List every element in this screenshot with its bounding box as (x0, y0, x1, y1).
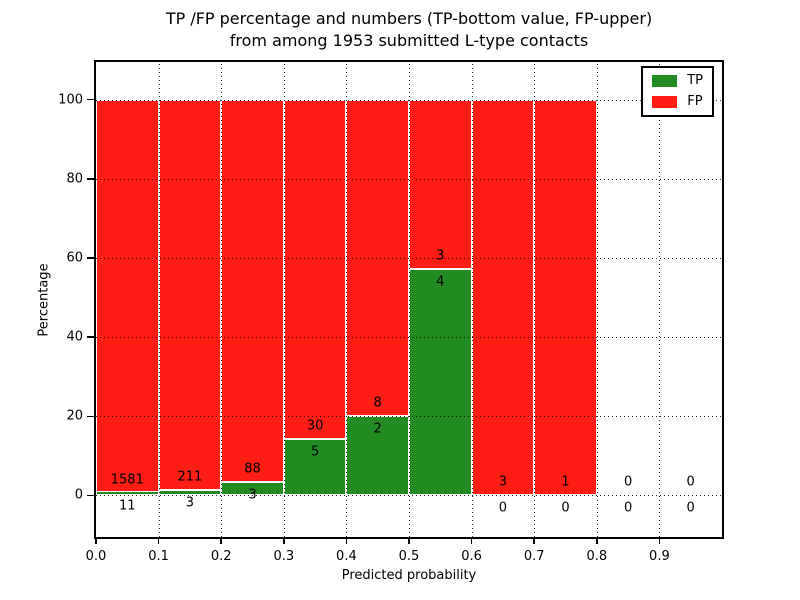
fp-count-label: 3 (436, 248, 445, 264)
x-tick-label-0.9: 0.9 (649, 549, 670, 564)
x-tick-0.6 (470, 537, 473, 544)
fp-count-label: 88 (244, 461, 261, 477)
x-tick-0.4 (345, 537, 348, 544)
y-tick-label-100: 100 (58, 92, 83, 108)
x-tick-0.9 (658, 537, 661, 544)
x-tick-label-0.7: 0.7 (523, 549, 545, 564)
gridline-x-0.6 (471, 62, 473, 537)
fp-count-label: 3 (498, 474, 508, 490)
plot-area: TP FP 1581 11 211 3 88 3 30 5 8 2 3 4 3 0 1 0 0 0 0 0 0 20 40 6… (58, 60, 724, 564)
x-tick-0.8 (596, 537, 598, 544)
y-tick-40 (87, 336, 94, 338)
chart-title: TP /FP percentage and numbers (TP-bottom… (96, 8, 722, 52)
x-tick-0.2 (220, 537, 222, 544)
x-tick-label-0.3: 0.3 (273, 549, 295, 564)
bar-tp-segment (409, 269, 472, 496)
gridline-x-0.7 (534, 62, 536, 537)
fp-count-label: 0 (623, 474, 633, 490)
bar-fp-segment (283, 99, 347, 439)
x-axis-label: Predicted probability (341, 568, 477, 583)
tp-count-label: 3 (248, 487, 257, 503)
tp-count-label: 0 (686, 500, 695, 516)
y-tick-label-80: 80 (66, 171, 83, 187)
tp-count-label: 11 (119, 498, 136, 514)
tp-count-label: 2 (373, 421, 382, 437)
bar-fp-segment (534, 99, 597, 496)
y-axis-label: Percentage (36, 263, 52, 337)
x-tick-0.3 (283, 537, 285, 544)
tp-legend-swatch (652, 75, 678, 87)
bar-tp-segment (96, 490, 159, 496)
x-tick-label-0.5: 0.5 (398, 549, 420, 564)
x-tick-0.0 (95, 537, 97, 544)
bar-fp-segment (221, 99, 284, 483)
y-tick-20 (87, 415, 94, 418)
x-tick-label-0.4: 0.4 (336, 549, 357, 564)
bar-fp-segment (409, 99, 472, 270)
y-tick-label-60: 60 (66, 250, 83, 266)
y-tick-label-0: 0 (74, 487, 83, 503)
chart-title-line2: from among 1953 submitted L-type contact… (229, 31, 589, 50)
x-tick-0.1 (157, 537, 160, 544)
tp-count-label: 4 (436, 274, 445, 290)
y-tick-60 (87, 257, 94, 259)
gridline-x-0.4 (346, 62, 348, 537)
fp-count-label: 211 (177, 469, 203, 485)
fp-count-label: 1581 (110, 472, 144, 488)
tp-count-label: 3 (185, 495, 195, 511)
fp-count-label: 0 (686, 474, 695, 490)
legend-item-fp: FP (652, 94, 703, 109)
tp-count-label: 5 (310, 444, 320, 460)
x-tick-label-0.8: 0.8 (586, 549, 608, 564)
gridline-x-0.9 (659, 62, 661, 537)
bar-fp-segment (158, 99, 222, 490)
gridline-x-0.1 (158, 62, 160, 537)
x-tick-label-0.6: 0.6 (461, 549, 482, 564)
chart-title-line1: TP /FP percentage and numbers (TP-bottom… (165, 9, 653, 28)
fp-count-label: 1 (561, 474, 570, 490)
gridline-x-0.8 (596, 62, 598, 537)
y-tick-80 (87, 178, 94, 180)
bar-fp-segment (471, 99, 535, 496)
x-tick-label-0.0: 0.0 (85, 549, 107, 564)
x-tick-label-0.2: 0.2 (210, 549, 232, 564)
gridline-x-0.3 (283, 62, 285, 537)
tp-count-label: 0 (623, 500, 633, 516)
y-tick-100 (87, 98, 94, 101)
gridline-x-0.5 (409, 62, 410, 537)
bar-fp-segment (96, 99, 159, 493)
x-tick-0.7 (533, 537, 535, 544)
bar-tp-segment (283, 438, 347, 496)
x-tick-label-0.1: 0.1 (148, 549, 169, 564)
fp-legend-label: FP (687, 94, 703, 109)
gridline-x-0.2 (221, 62, 223, 537)
fp-count-label: 8 (373, 395, 382, 411)
x-tick-0.5 (408, 537, 410, 544)
legend: TP FP (641, 66, 714, 117)
legend-item-tp: TP (652, 73, 703, 88)
tp-legend-label: TP (687, 73, 703, 88)
y-tick-label-40: 40 (66, 329, 83, 345)
tp-count-label: 0 (561, 500, 570, 516)
fp-count-label: 30 (306, 418, 324, 434)
y-tick-label-20: 20 (66, 408, 83, 424)
tp-count-label: 0 (498, 500, 508, 516)
bar-tp-segment (346, 416, 409, 496)
bar-fp-segment (346, 99, 409, 417)
y-tick-0 (87, 494, 94, 497)
fp-legend-swatch (652, 96, 678, 108)
